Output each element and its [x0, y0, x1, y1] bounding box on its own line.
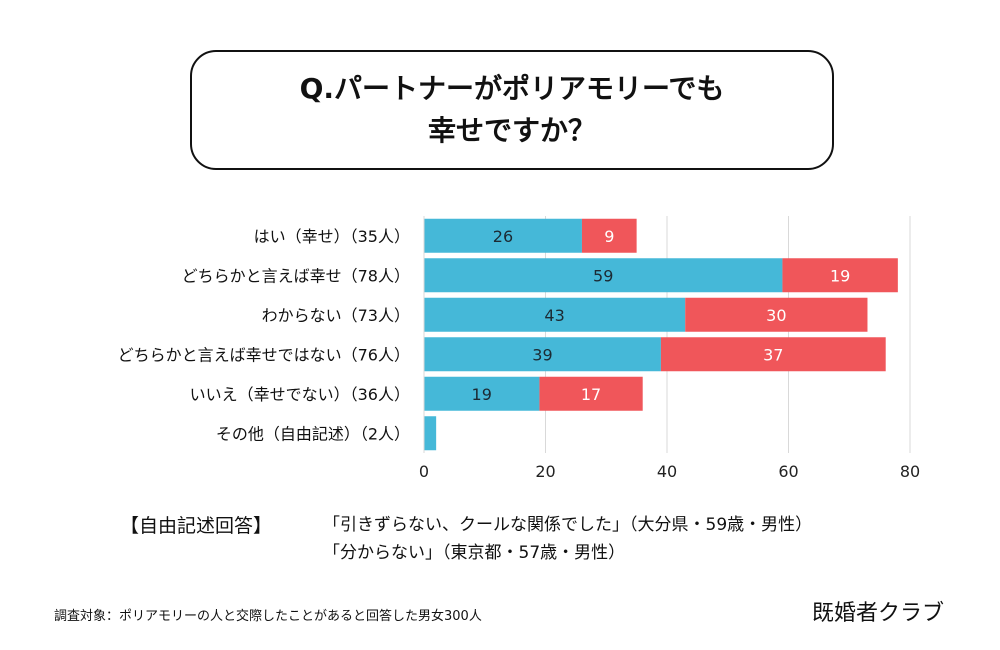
x-tick-label: 20 — [535, 462, 555, 481]
footnote: 調査対象：ポリアモリーの人と交際したことがあると回答した男女300人 — [54, 609, 482, 624]
bar-segment — [424, 297, 686, 332]
data-label: 9 — [604, 227, 614, 246]
bar-segment — [424, 258, 783, 293]
category-label: はい（幸せ）（35人） — [254, 227, 410, 246]
x-tick-label: 80 — [900, 462, 920, 481]
brand-logo-text: 既婚者クラブ — [812, 601, 945, 626]
category-label: いいえ（幸せでない）（36人） — [190, 385, 410, 404]
data-label: 30 — [766, 306, 786, 325]
free-text-answer: 「引きずらない、クールな関係でした」（大分県・59歳・男性） — [323, 515, 813, 535]
category-label: どちらかと言えば幸せ（78人） — [182, 266, 410, 285]
data-label: 59 — [593, 266, 613, 285]
bar-segment — [424, 376, 540, 411]
category-label: どちらかと言えば幸せではない（76人） — [118, 345, 410, 364]
bar-segment — [782, 258, 898, 293]
bar-segment — [424, 218, 582, 253]
free-text-answer: 「分からない」（東京都・57歳・男性） — [323, 543, 626, 563]
bar-segment — [424, 337, 661, 372]
title-box: Q.パートナーがポリアモリーでも 幸せですか？ — [190, 50, 834, 170]
chart-title-line-1: Q.パートナーがポリアモリーでも — [299, 72, 725, 105]
x-tick-label: 60 — [778, 462, 798, 481]
data-label: 19 — [472, 385, 492, 404]
data-label: 17 — [581, 385, 601, 404]
x-tick-label: 0 — [419, 462, 429, 481]
data-label: 37 — [763, 345, 783, 364]
bar-segment — [424, 416, 437, 451]
data-label: 19 — [830, 266, 850, 285]
bar-segment — [660, 337, 886, 372]
bar-segment — [581, 218, 637, 253]
chart-title-line-2: 幸せですか？ — [427, 114, 596, 147]
free-text-answers: 「引きずらない、クールな関係でした」（大分県・59歳・男性） 「分からない」（東… — [323, 511, 812, 567]
data-label: 43 — [544, 306, 564, 325]
bar-chart: 0 20 40 60 80 はい（幸せ）（35人） 26 9 どちらかと言えば幸せ（78人） 59… — [118, 216, 920, 481]
category-label: わからない（73人） — [262, 306, 410, 325]
bar-segment — [539, 376, 643, 411]
data-label: 26 — [493, 227, 513, 246]
data-label: 39 — [532, 345, 552, 364]
free-text-label: 【自由記述回答】 — [120, 515, 273, 537]
category-label: その他（自由記述）（2人） — [216, 424, 410, 443]
x-tick-label: 40 — [657, 462, 677, 481]
bar-segment — [685, 297, 868, 332]
